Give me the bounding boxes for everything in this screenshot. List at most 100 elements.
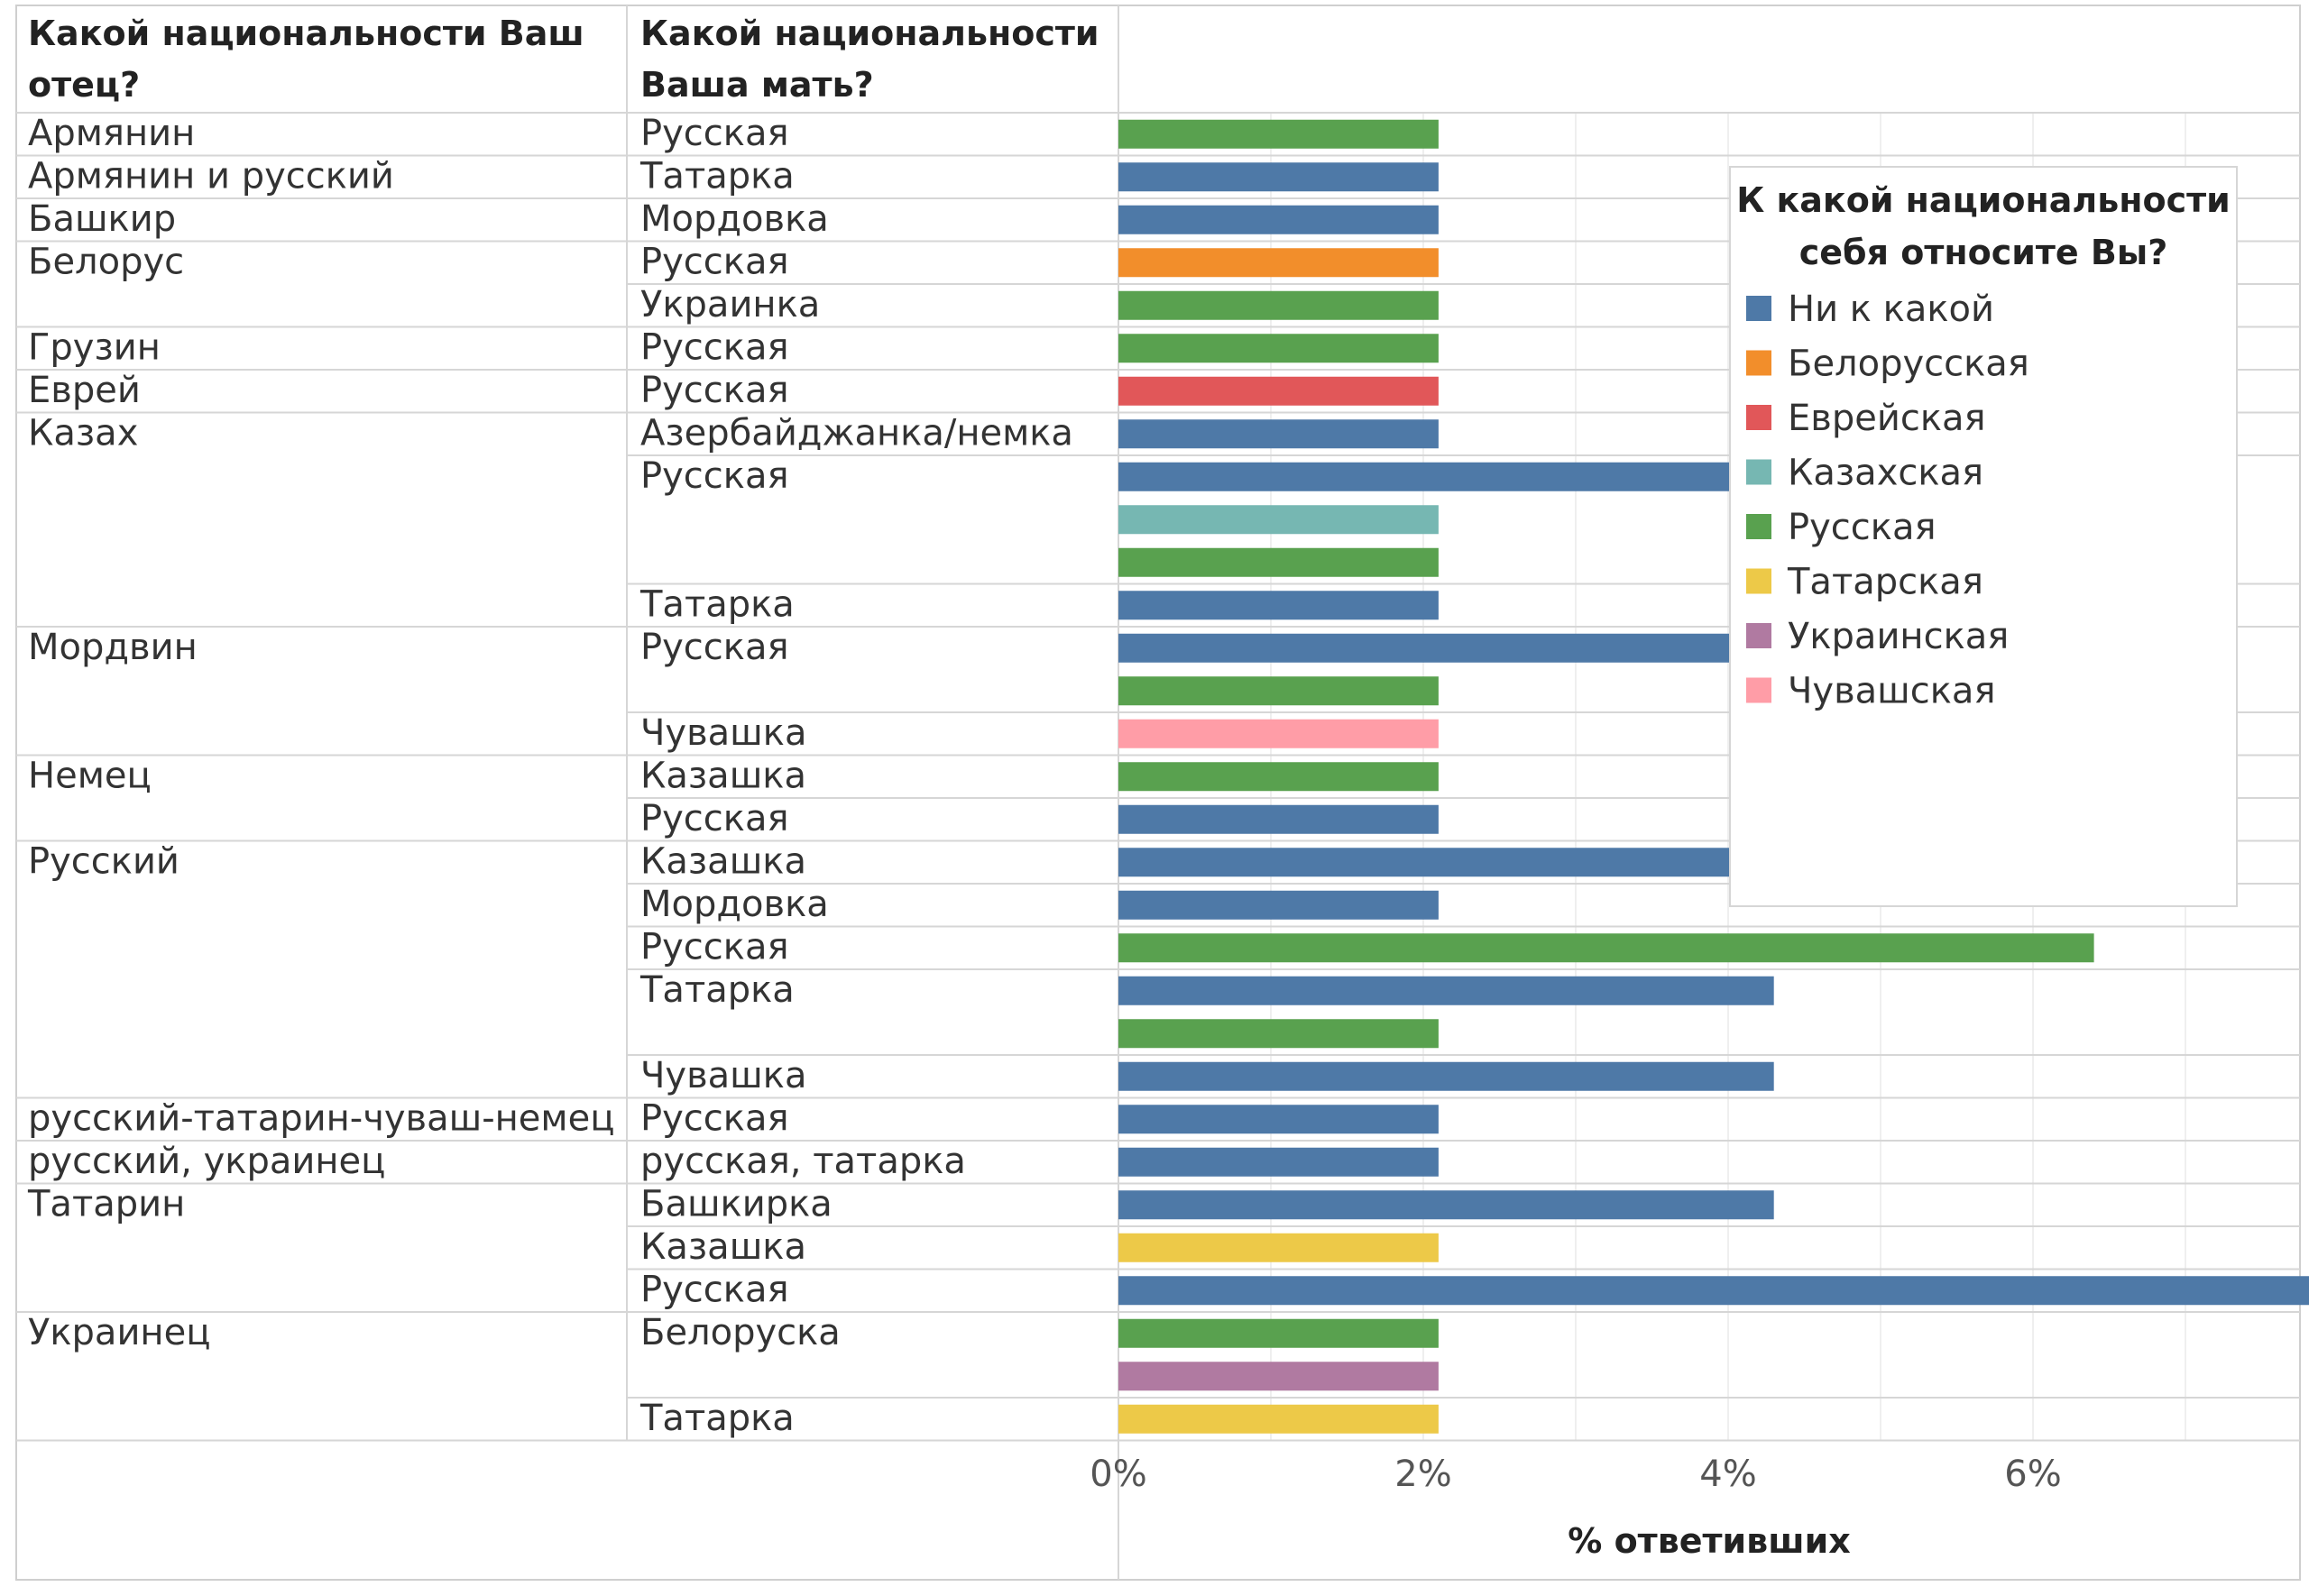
father-label: Башкир [28, 198, 176, 240]
mother-label: Русская [640, 327, 789, 369]
legend-swatch [1746, 405, 1771, 430]
bar [1118, 376, 1439, 406]
frame [15, 5, 2301, 1581]
legend-entry: Татарская [1787, 562, 1983, 603]
x-axis-ticks: 0%2%4%6%8%10%12%14% [1090, 1454, 2061, 1495]
father-label: Грузин [28, 327, 161, 369]
legend-entry: Русская [1788, 507, 1936, 548]
father-label: русский-татарин-чуваш-немец [28, 1098, 614, 1140]
mother-label: Татарка [639, 969, 795, 1011]
legend-swatch [1746, 568, 1771, 594]
legend-entry: Чувашская [1788, 671, 1996, 712]
mother-label: Мордовка [640, 884, 829, 925]
legend: К какой национальности себя относите Вы? Н… [1729, 166, 2238, 907]
bar [1118, 890, 1439, 920]
legend-box [1729, 166, 2238, 907]
mother-label: Русская [640, 798, 789, 839]
bar [1118, 1019, 1439, 1049]
father-header-line2: отец? [28, 65, 140, 105]
mother-header: Какой национальности [640, 14, 1099, 53]
father-label: русский, украинец [28, 1141, 385, 1182]
bar [1118, 976, 1774, 1005]
bar [1118, 334, 1439, 363]
bars [1118, 119, 2309, 1434]
mother-label: Русская [640, 242, 789, 283]
bar [1118, 290, 1439, 320]
mother-label: Русская [640, 370, 789, 411]
bar [1118, 119, 1439, 149]
mother-label: Украинка [640, 284, 820, 326]
bar [1118, 1190, 1774, 1220]
father-label: Немец [28, 756, 152, 797]
father-label: Мордвин [28, 627, 198, 668]
legend-swatch [1746, 514, 1771, 539]
legend-swatch [1746, 623, 1771, 648]
mother-label: Чувашка [640, 712, 806, 754]
legend-entry: Еврейская [1788, 398, 1986, 439]
mother-label: Казашка [640, 756, 806, 797]
bar [1118, 762, 1439, 792]
bar [1118, 933, 2094, 963]
mother-label: Мордовка [640, 198, 829, 240]
legend-entry: Ни к какой [1788, 289, 1994, 330]
mother-label: Азербайджанка/немка [640, 413, 1073, 454]
father-label: Русский [28, 841, 179, 883]
mother-label: Русская [640, 113, 789, 154]
bar [1118, 248, 1439, 278]
mother-label: Казашка [640, 1226, 806, 1268]
bar [1118, 804, 1439, 834]
legend-entry: Украинская [1788, 616, 2009, 657]
bar [1118, 205, 1439, 234]
bar [1118, 505, 1439, 535]
x-tick-label: 4% [1699, 1454, 1756, 1495]
legend-entry: Казахская [1788, 453, 1983, 494]
father-label: Казах [28, 413, 138, 454]
mother-label: Русская [640, 1098, 789, 1140]
bar [1118, 162, 1439, 192]
mother-label: русская, татарка [640, 1141, 966, 1182]
x-tick-label: 0% [1090, 1454, 1146, 1495]
bar [1118, 419, 1439, 449]
bar [1118, 1233, 1439, 1262]
x-tick-label: 2% [1394, 1454, 1451, 1495]
legend-swatch [1746, 459, 1771, 485]
mother-label: Татарка [639, 1398, 795, 1439]
legend-entry: Белорусская [1788, 344, 2029, 385]
legend-title: К какой национальности [1736, 180, 2231, 220]
mother-label: Русская [640, 927, 789, 968]
bar [1118, 1404, 1439, 1434]
bar [1118, 848, 1774, 877]
bar [1118, 1362, 1439, 1391]
mother-label: Татарка [639, 584, 795, 626]
father-label: Татарин [27, 1184, 185, 1225]
bar [1118, 719, 1439, 748]
bar [1118, 1105, 1439, 1134]
mother-label: Русская [640, 455, 789, 497]
legend-swatch [1746, 350, 1771, 376]
bar [1118, 1318, 1439, 1348]
mother-label: Русская [640, 627, 789, 668]
father-label: Украинец [28, 1312, 210, 1353]
mother-header-line2: Ваша мать? [640, 65, 874, 105]
legend-title-line2: себя относите Вы? [1799, 233, 2168, 272]
mother-label: Русская [640, 1270, 789, 1311]
father-header: Какой национальности Ваш [28, 14, 584, 53]
legend-swatch [1746, 677, 1771, 703]
legend-swatch [1746, 296, 1771, 321]
father-label: Белорус [28, 242, 184, 283]
bar [1118, 547, 1439, 577]
mother-label: Казашка [640, 841, 806, 883]
father-label: Армянин [28, 113, 195, 154]
row-labels: Армянин Русская Армянин и русский Татарка Ба… [27, 113, 1073, 1439]
mother-label: Татарка [639, 156, 795, 197]
x-axis-label: % ответивших [1568, 1521, 1850, 1561]
bar [1118, 676, 1439, 706]
x-tick-label: 6% [2004, 1454, 2061, 1495]
father-label: Армянин и русский [28, 156, 394, 197]
mother-label: Белоруска [640, 1312, 841, 1353]
father-label: Еврей [28, 370, 141, 411]
bar [1118, 1061, 1774, 1091]
table-lines [15, 5, 2301, 1581]
bar [1118, 1147, 1439, 1177]
